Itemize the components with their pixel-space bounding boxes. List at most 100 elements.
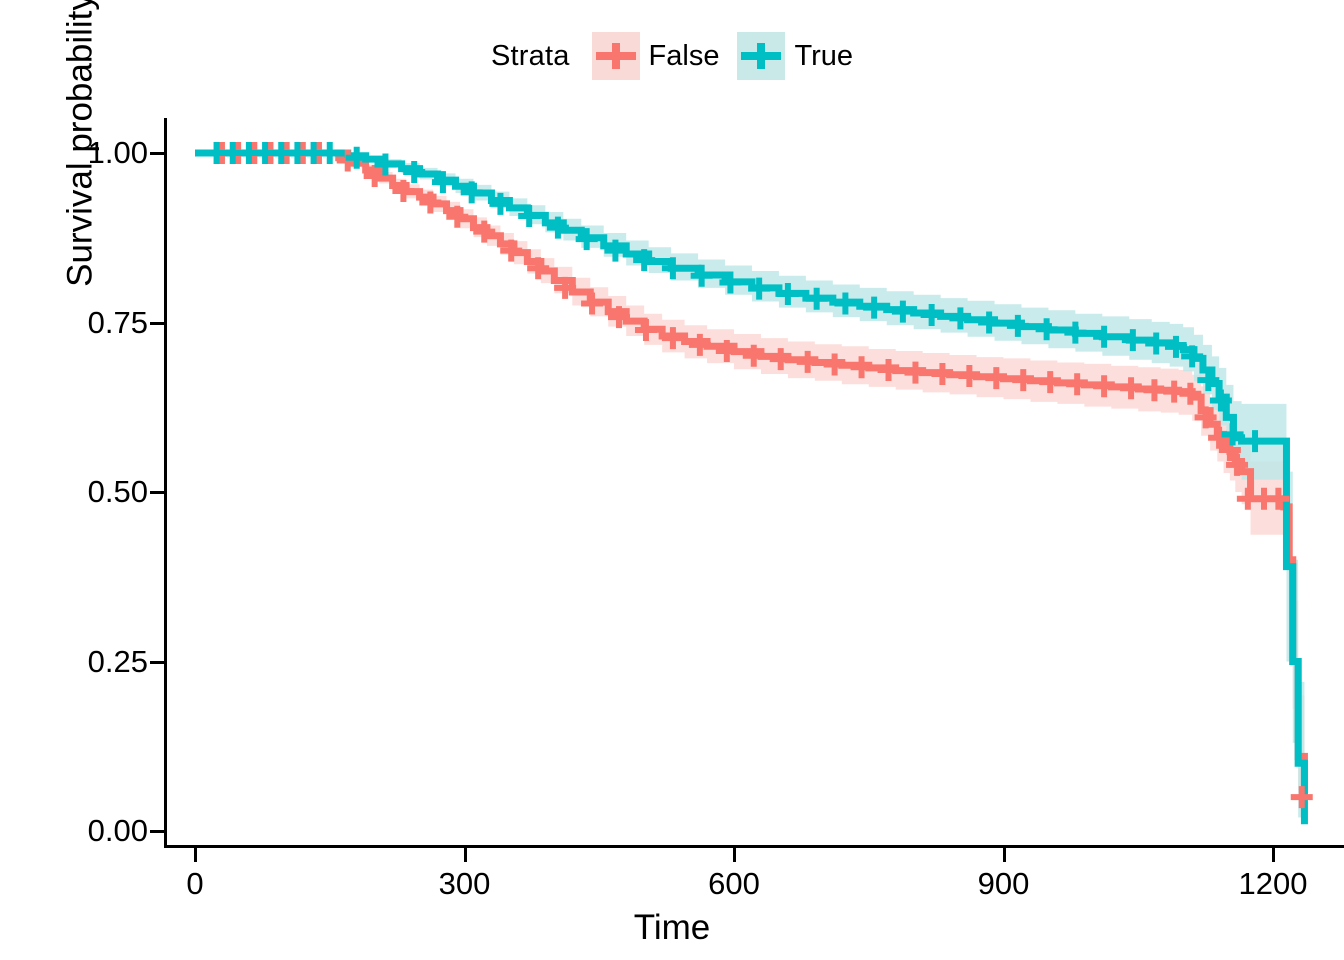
censor-mark [796,350,819,373]
censor-mark [500,239,523,262]
censor-mark [1290,786,1313,809]
x-tick-mark [463,848,467,862]
censor-mark [1164,335,1187,358]
x-tick-label: 900 [977,866,1030,901]
censor-mark [776,283,799,306]
censor-mark [715,339,738,362]
censor-mark [877,358,900,381]
censor-mark [719,271,742,294]
censor-mark [345,146,368,169]
x-tick-mark [733,848,736,862]
y-tick-mark [150,491,164,494]
x-tick-label: 0 [186,866,204,901]
censor-mark [891,300,914,323]
legend-item-true[interactable]: True [737,32,853,80]
y-tick-label: 0.50 [87,474,148,509]
censor-mark [608,306,631,329]
y-axis-line [164,118,167,848]
x-tick-label: 600 [708,866,760,901]
censor-mark [374,153,397,176]
censor-mark [489,192,512,215]
censor-mark [527,257,550,280]
legend-title: Strata [490,39,570,72]
legend-label-false: False [648,39,720,72]
censor-mark [863,296,886,319]
censor-marks-false [210,142,1313,809]
censor-mark [431,171,454,194]
censor-mark [1179,382,1202,405]
censor-mark [1208,426,1231,449]
censor-mark [446,205,469,228]
censor-mark [575,228,598,251]
censor-mark [554,276,577,299]
censor-mark [904,361,927,384]
y-tick-mark [150,660,164,664]
censor-mark [742,344,765,367]
legend-key-false-plus-icon [591,32,640,80]
legend-label-true: True [794,39,854,72]
legend: Strata False True [0,32,1344,80]
y-tick-label: 0.00 [87,813,148,848]
x-axis-line [164,845,1344,848]
censor-mark [546,216,569,239]
censor-marks-true [205,142,1267,453]
censor-mark [1121,329,1144,352]
censor-mark [769,348,792,371]
censor-mark [1143,379,1166,402]
censor-mark [1093,325,1116,348]
censor-mark [634,318,657,341]
censor-mark [1244,430,1267,453]
legend-key-true-plus-icon [737,32,786,80]
censor-mark [1006,314,1029,337]
censor-mark [403,160,426,183]
x-axis-title: Time [633,908,711,947]
confidence-band-false [195,153,1305,825]
censor-mark [690,264,713,287]
y-tick-mark [150,152,164,155]
censor-mark [1012,369,1035,392]
censor-mark [1209,389,1232,412]
legend-item-false[interactable]: False [591,32,720,80]
x-tick-mark [1002,848,1006,862]
censor-mark [823,353,846,376]
censor-mark [688,333,711,356]
censor-mark [1267,487,1290,510]
censor-mark [1197,369,1220,392]
censor-mark [633,249,656,272]
survival-curve-true [195,149,1308,825]
censor-mark [1093,375,1116,398]
censor-mark [419,191,442,214]
y-tick-mark [150,321,164,325]
censor-mark [392,179,415,202]
censor-mark [949,307,972,330]
censor-mark [920,304,943,327]
y-tick-mark [150,830,164,833]
censor-mark [805,287,828,310]
censor-mark [978,311,1001,334]
censor-mark [1194,406,1217,429]
x-tick-mark [1272,848,1275,862]
censor-mark [661,327,684,350]
y-tick-label: 0.25 [87,643,148,679]
censor-mark [1181,345,1204,368]
censor-mark [363,165,386,188]
censor-mark [958,365,981,388]
x-tick-mark [194,848,197,862]
censor-mark [1120,377,1143,400]
censor-mark [1066,373,1089,396]
censor-mark [1035,318,1058,341]
censor-mark [748,277,771,300]
censor-mark [1064,321,1087,344]
censor-mark [850,356,873,379]
censor-mark [931,363,954,386]
censor-mark [518,205,541,228]
censor-mark [1226,453,1249,476]
x-tick-label: 300 [438,866,491,901]
censor-mark [985,367,1008,390]
censor-mark [661,257,684,280]
confidence-band-true [195,153,1305,831]
censor-mark [1039,371,1062,394]
censor-mark [318,142,341,164]
